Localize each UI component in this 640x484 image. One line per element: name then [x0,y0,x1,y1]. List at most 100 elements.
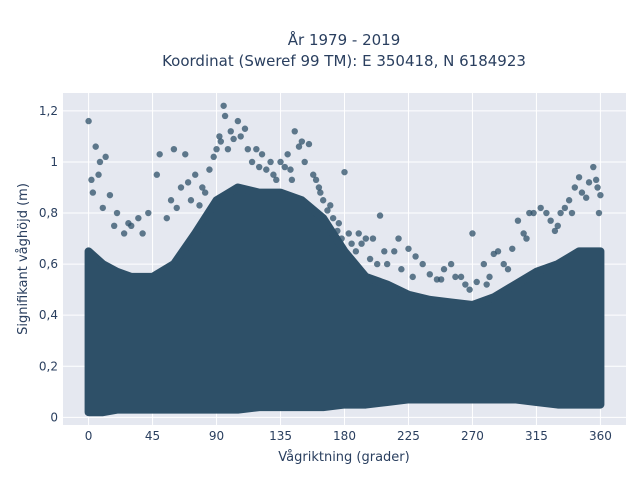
chart-title-line2: Koordinat (Sweref 99 TM): E 350418, N 61… [162,52,526,70]
data-point [355,230,362,237]
data-point [253,145,260,153]
data-point [139,230,146,237]
tick-labels-layer: 0 45 90 135 180 225 270 315 360 0 0,2 0,4 0,6 0,8 1 1,2 [39,104,612,443]
data-point [473,278,480,286]
data-point [597,191,604,199]
data-point [224,145,232,153]
y-tick-label: 0,6 [39,257,58,271]
data-point [92,143,99,150]
data-point [437,276,445,283]
data-point [201,189,209,196]
data-point [383,260,391,268]
data-point [156,151,163,158]
data-point [543,209,550,217]
data-point [263,166,270,173]
data-point [523,235,530,242]
data-point [312,176,320,184]
data-point [554,222,561,229]
data-point [405,245,412,252]
y-tick-label: 0,8 [39,206,58,220]
data-point [341,168,348,176]
data-point [509,245,516,252]
data-points-layer [85,102,604,293]
data-point [398,266,405,273]
data-point [571,184,579,191]
data-point [440,266,448,273]
data-point [530,209,537,217]
x-tick-label: 360 [589,429,612,443]
data-point [594,184,601,191]
x-tick-label: 225 [397,429,420,443]
data-point [338,235,345,242]
data-point [95,171,102,178]
data-point [310,171,317,178]
data-point [288,176,296,184]
x-tick-label: 270 [461,429,484,443]
data-point [258,151,266,158]
data-point [315,184,323,191]
data-point [230,135,237,143]
data-point [113,209,121,217]
data-point [575,174,583,181]
data-point [551,227,559,235]
data-point [369,235,377,242]
data-point [452,273,459,281]
data-point [145,209,152,217]
data-point [500,260,507,268]
data-point [135,214,142,222]
data-point [170,145,178,153]
data-point [480,260,488,268]
data-point [301,158,308,166]
data-point [110,222,118,229]
data-point [381,248,388,255]
data-point [187,197,195,204]
data-point [419,260,426,268]
dense-scatter-band [84,183,605,417]
data-point [177,184,185,191]
x-tick-label: 45 [145,429,160,443]
data-point [547,217,554,224]
data-point [329,214,337,222]
data-point [447,260,455,268]
x-tick-label: 180 [333,429,356,443]
x-tick-label: 0 [85,429,93,443]
data-point [486,273,493,281]
data-point [184,179,192,186]
data-point [287,166,294,173]
data-point [537,204,544,212]
data-point [358,240,365,247]
data-point [182,151,189,158]
data-point [88,176,95,184]
data-point [362,235,370,242]
data-point [412,253,419,260]
data-point [366,255,374,263]
data-point [220,102,227,109]
data-point [102,153,109,161]
x-tick-label: 90 [209,429,224,443]
data-point [192,171,199,178]
data-point [585,179,593,186]
data-point [196,202,203,209]
data-point [504,266,512,273]
data-point [125,220,132,227]
data-point [255,163,263,171]
data-point [99,204,107,212]
data-point [462,281,469,288]
data-point [317,189,324,196]
data-point [483,281,490,288]
data-point [295,143,303,150]
data-point [248,158,256,166]
y-tick-label: 0,2 [39,359,58,373]
x-axis-title: Vågriktning (grader) [278,450,409,465]
x-tick-label: 315 [525,429,548,443]
data-point [457,273,465,281]
y-tick-label: 1,2 [39,104,58,118]
data-point [327,202,334,209]
data-point [352,248,360,255]
data-point [568,209,576,217]
data-point [590,163,597,171]
data-point [391,248,398,255]
data-point [592,176,600,184]
